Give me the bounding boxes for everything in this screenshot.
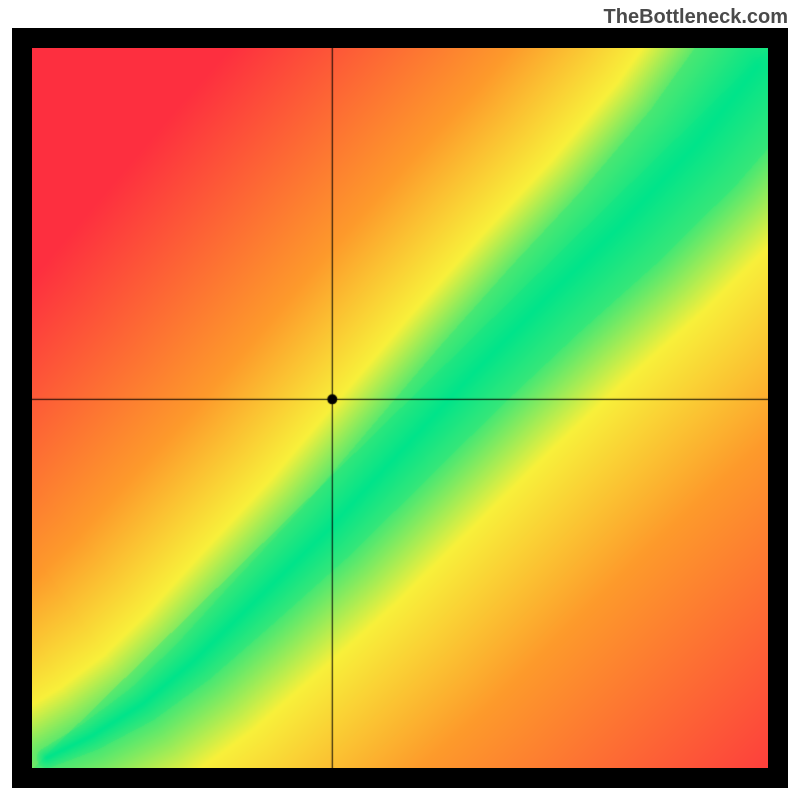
watermark-text: TheBottleneck.com bbox=[604, 6, 788, 29]
heatmap-canvas bbox=[32, 48, 768, 768]
chart-frame bbox=[12, 28, 788, 788]
chart-container: TheBottleneck.com bbox=[0, 0, 800, 800]
